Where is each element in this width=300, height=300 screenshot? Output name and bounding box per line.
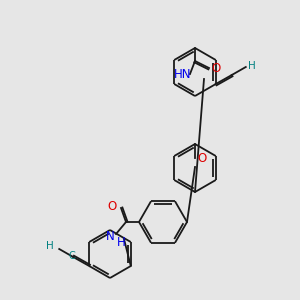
Text: N: N [106, 230, 115, 244]
Text: O: O [107, 200, 116, 214]
Text: O: O [197, 152, 206, 166]
Text: H: H [46, 241, 54, 251]
Text: H: H [117, 236, 126, 248]
Text: H: H [248, 61, 256, 71]
Text: C: C [68, 251, 75, 261]
Text: HN: HN [174, 68, 191, 82]
Text: O: O [211, 61, 220, 74]
